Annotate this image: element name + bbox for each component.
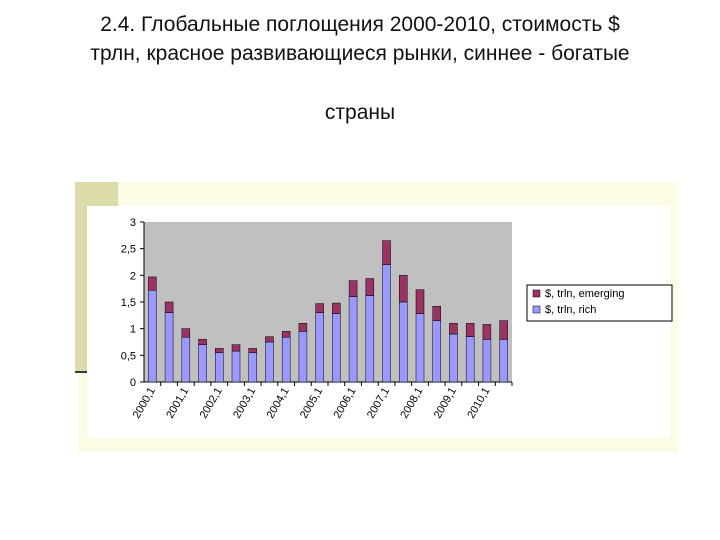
bar-emerging xyxy=(399,275,408,303)
bar-emerging xyxy=(482,324,492,340)
bar-emerging xyxy=(248,348,257,353)
bar-emerging xyxy=(198,339,207,345)
bar-rich xyxy=(315,312,324,383)
bar-emerging xyxy=(348,280,358,297)
bar-rich xyxy=(265,341,274,383)
bar-rich xyxy=(148,290,157,383)
bar-emerging xyxy=(382,240,391,265)
bar-rich xyxy=(415,313,425,383)
decorative-accent-line xyxy=(75,371,87,373)
x-tick-label: 2003,1 xyxy=(231,386,258,421)
x-tick-label: 2009,1 xyxy=(432,386,459,421)
bar-rich xyxy=(465,336,475,383)
bar-emerging xyxy=(432,306,441,321)
bar-rich xyxy=(215,352,224,383)
bar-rich xyxy=(332,313,341,383)
legend-swatch xyxy=(532,305,541,314)
y-tick-label: 1,5 xyxy=(121,297,136,309)
bar-emerging xyxy=(449,323,458,335)
title-line-2: трлн, красное развивающиеся рынки, синне… xyxy=(90,42,630,65)
bar-emerging xyxy=(465,323,475,337)
bar-rich xyxy=(348,296,358,383)
title-line-1: 2.4. Глобальные поглощения 2000-2010, ст… xyxy=(100,13,620,36)
bar-emerging xyxy=(281,331,291,338)
bar-rich xyxy=(499,339,508,383)
bar-rich xyxy=(365,295,375,383)
bar-rich xyxy=(482,339,492,383)
x-tick-label: 2005,1 xyxy=(298,386,325,421)
bar-rich xyxy=(399,301,408,383)
x-tick-label: 2008,1 xyxy=(398,386,425,421)
y-tick-label: 2,5 xyxy=(121,244,136,256)
bar-emerging xyxy=(164,301,174,313)
bar-rich xyxy=(432,320,441,383)
bar-rich xyxy=(248,352,257,383)
x-tick-label: 2004,1 xyxy=(265,386,292,421)
bar-emerging xyxy=(298,323,308,332)
bar-rich xyxy=(449,333,458,383)
title-line-3: страны xyxy=(324,101,396,124)
y-tick-label: 0,5 xyxy=(121,350,136,362)
x-tick-label: 2002,1 xyxy=(198,386,225,421)
bar-emerging xyxy=(332,302,341,314)
x-tick-label: 2000,1 xyxy=(131,386,158,421)
bar-emerging xyxy=(148,276,157,291)
bar-emerging xyxy=(365,278,375,296)
bar-rich xyxy=(164,312,174,383)
x-tick-label: 2010,1 xyxy=(465,385,492,420)
y-tick-label: 3 xyxy=(130,217,136,229)
bar-emerging xyxy=(415,289,425,314)
legend-swatch xyxy=(532,289,541,298)
bar-rich xyxy=(298,331,308,383)
bar-rich xyxy=(281,336,291,383)
x-tick-label: 2001,1 xyxy=(164,386,191,421)
y-tick-label: 0 xyxy=(130,377,136,389)
x-tick-label: 2006,1 xyxy=(331,386,358,421)
y-tick-label: 1 xyxy=(130,324,136,336)
bar-emerging xyxy=(231,344,241,352)
slide-title: 2.4. Глобальные поглощения 2000-2010, ст… xyxy=(20,10,700,127)
bar-emerging xyxy=(315,303,324,313)
bar-emerging xyxy=(181,328,191,338)
bar-rich xyxy=(231,350,241,383)
x-tick-label: 2007,1 xyxy=(365,386,392,421)
bar-emerging xyxy=(215,348,224,353)
legend-label: $, trln, emerging xyxy=(545,288,624,300)
bar-rich xyxy=(382,264,391,383)
bar-emerging xyxy=(499,320,508,340)
legend-box xyxy=(526,284,673,322)
y-tick-label: 2 xyxy=(130,270,136,282)
bar-rich xyxy=(181,336,191,383)
legend-label: $, trln, rich xyxy=(545,304,596,316)
bar-rich xyxy=(198,344,207,383)
bar-emerging xyxy=(265,336,274,343)
